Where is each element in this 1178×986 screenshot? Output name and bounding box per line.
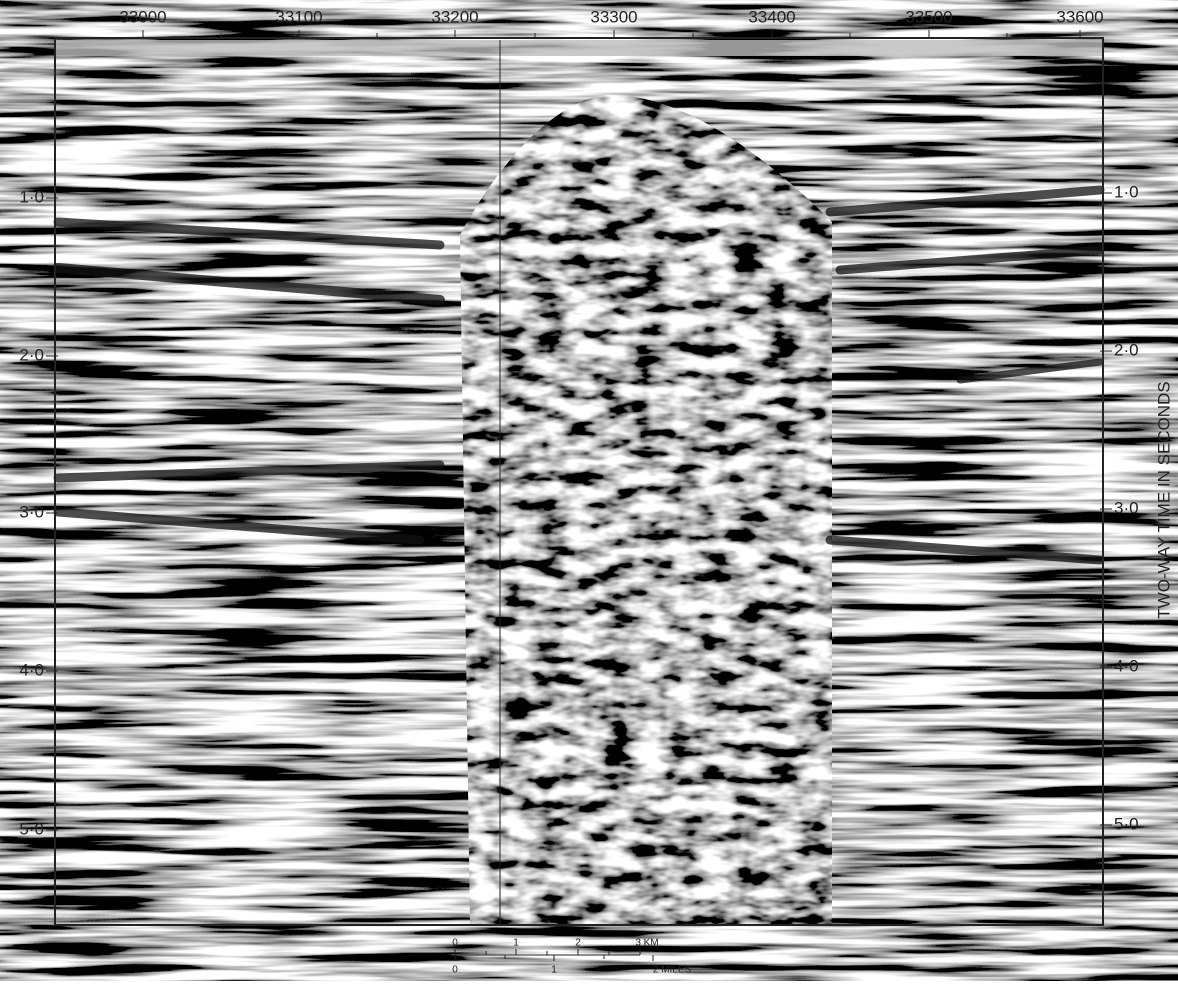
top-axis — [142, 30, 1081, 38]
seismic-section — [53, 37, 1105, 926]
km-label: 3 KM — [635, 938, 658, 949]
left-label: 4·0 — [19, 660, 44, 679]
right-label: 1·0 — [1114, 182, 1139, 201]
km-label: 1 — [513, 938, 519, 949]
mile-label: 2 MILES — [653, 965, 692, 976]
right-label: 5·0 — [1114, 814, 1139, 833]
left-label: 3·0 — [19, 502, 44, 521]
left-label: 1·0 — [19, 187, 44, 206]
scale-bar — [454, 949, 654, 961]
top-label: 33400 — [748, 7, 795, 26]
left-label: 5·0 — [19, 819, 44, 838]
left-label: 2·0 — [19, 345, 44, 364]
top-label: 33100 — [275, 7, 322, 26]
top-label: 33500 — [905, 7, 952, 26]
top-label: 33200 — [431, 7, 478, 26]
right-label: 2·0 — [1114, 340, 1139, 359]
mile-label: 1 — [551, 965, 557, 976]
right-label: 3·0 — [1114, 498, 1139, 517]
km-label: 0 — [452, 938, 458, 949]
top-label: 33300 — [590, 7, 637, 26]
right-axis-title: TWO-WAY TIME IN SECONDS — [1154, 381, 1173, 618]
top-label: 33600 — [1056, 7, 1103, 26]
mile-label: 0 — [452, 965, 458, 976]
right-label: 4·0 — [1114, 656, 1139, 675]
top-label: 33000 — [119, 7, 166, 26]
left-axis — [46, 192, 1112, 831]
km-label: 2 — [575, 938, 581, 949]
